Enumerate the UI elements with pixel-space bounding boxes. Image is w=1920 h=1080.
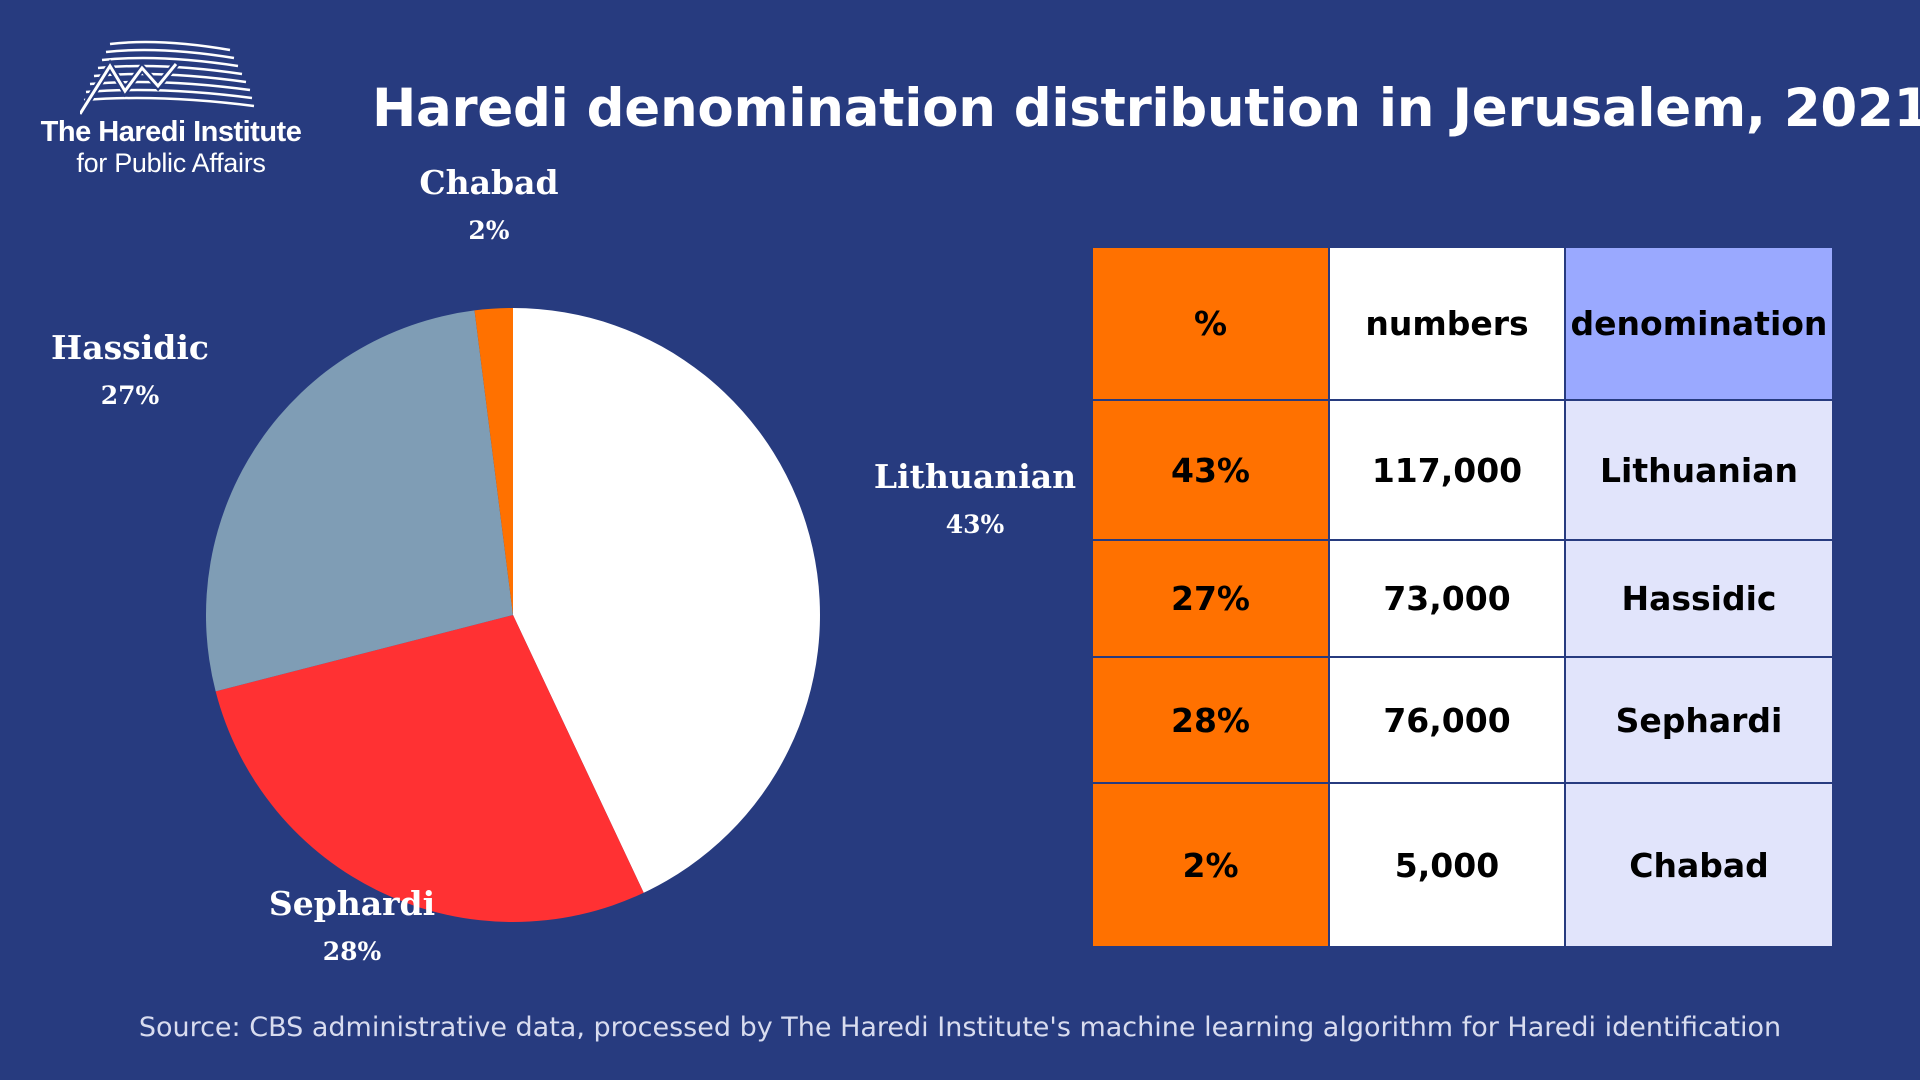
table-row: 28% 76,000 Sephardi [1091, 656, 1834, 784]
chart-title: Haredi denomination distribution in Jeru… [372, 78, 1920, 139]
header-numbers: numbers [1328, 246, 1566, 401]
cell-numbers: 117,000 [1328, 399, 1566, 541]
slice-label-sephardi: Sephardi 28% [269, 884, 435, 966]
pie-slice-sephardi [215, 615, 644, 922]
institute-logo: The Haredi Institute for Public Affairs [20, 36, 310, 186]
data-table: % numbers denomination 43% 117,000 Lithu… [1091, 246, 1834, 948]
slice-percent: 28% [322, 937, 382, 966]
table-row: 27% 73,000 Hassidic [1091, 539, 1834, 658]
slice-percent: 43% [945, 510, 1005, 539]
table-row: 2% 5,000 Chabad [1091, 782, 1834, 948]
cell-pct: 43% [1091, 399, 1330, 541]
header-denomination: denomination [1564, 246, 1834, 401]
cell-pct: 2% [1091, 782, 1330, 948]
slice-label-hassidic: Hassidic 27% [51, 328, 209, 410]
cell-pct: 28% [1091, 656, 1330, 784]
table-row: 43% 117,000 Lithuanian [1091, 399, 1834, 541]
source-note: Source: CBS administrative data, process… [138, 1012, 1782, 1043]
cell-denomination: Hassidic [1564, 539, 1834, 658]
cell-numbers: 73,000 [1328, 539, 1566, 658]
logo-line-1: The Haredi Institute [40, 116, 302, 148]
table-header-row: % numbers denomination [1091, 246, 1834, 401]
slice-name: Lithuanian [873, 457, 1077, 496]
cell-denomination: Sephardi [1564, 656, 1834, 784]
slice-percent: 27% [100, 381, 160, 410]
cell-denomination: Lithuanian [1564, 399, 1834, 541]
cell-numbers: 5,000 [1328, 782, 1566, 948]
logo-line-2: for Public Affairs [76, 148, 266, 178]
slice-name: Chabad [419, 163, 559, 202]
book-wave-icon [80, 40, 255, 116]
slice-name: Hassidic [51, 328, 209, 367]
slice-name: Sephardi [268, 884, 436, 923]
pie-slice-chabad [474, 308, 513, 615]
slice-percent: 2% [468, 216, 510, 245]
pie-slice-lithuanian [513, 308, 820, 893]
slice-label-chabad: Chabad 2% [419, 163, 558, 245]
header-pct: % [1091, 246, 1330, 401]
cell-pct: 27% [1091, 539, 1330, 658]
cell-numbers: 76,000 [1328, 656, 1566, 784]
cell-denomination: Chabad [1564, 782, 1834, 948]
pie-slice-hassidic [205, 310, 513, 692]
slice-label-lithuanian: Lithuanian 43% [874, 457, 1076, 539]
